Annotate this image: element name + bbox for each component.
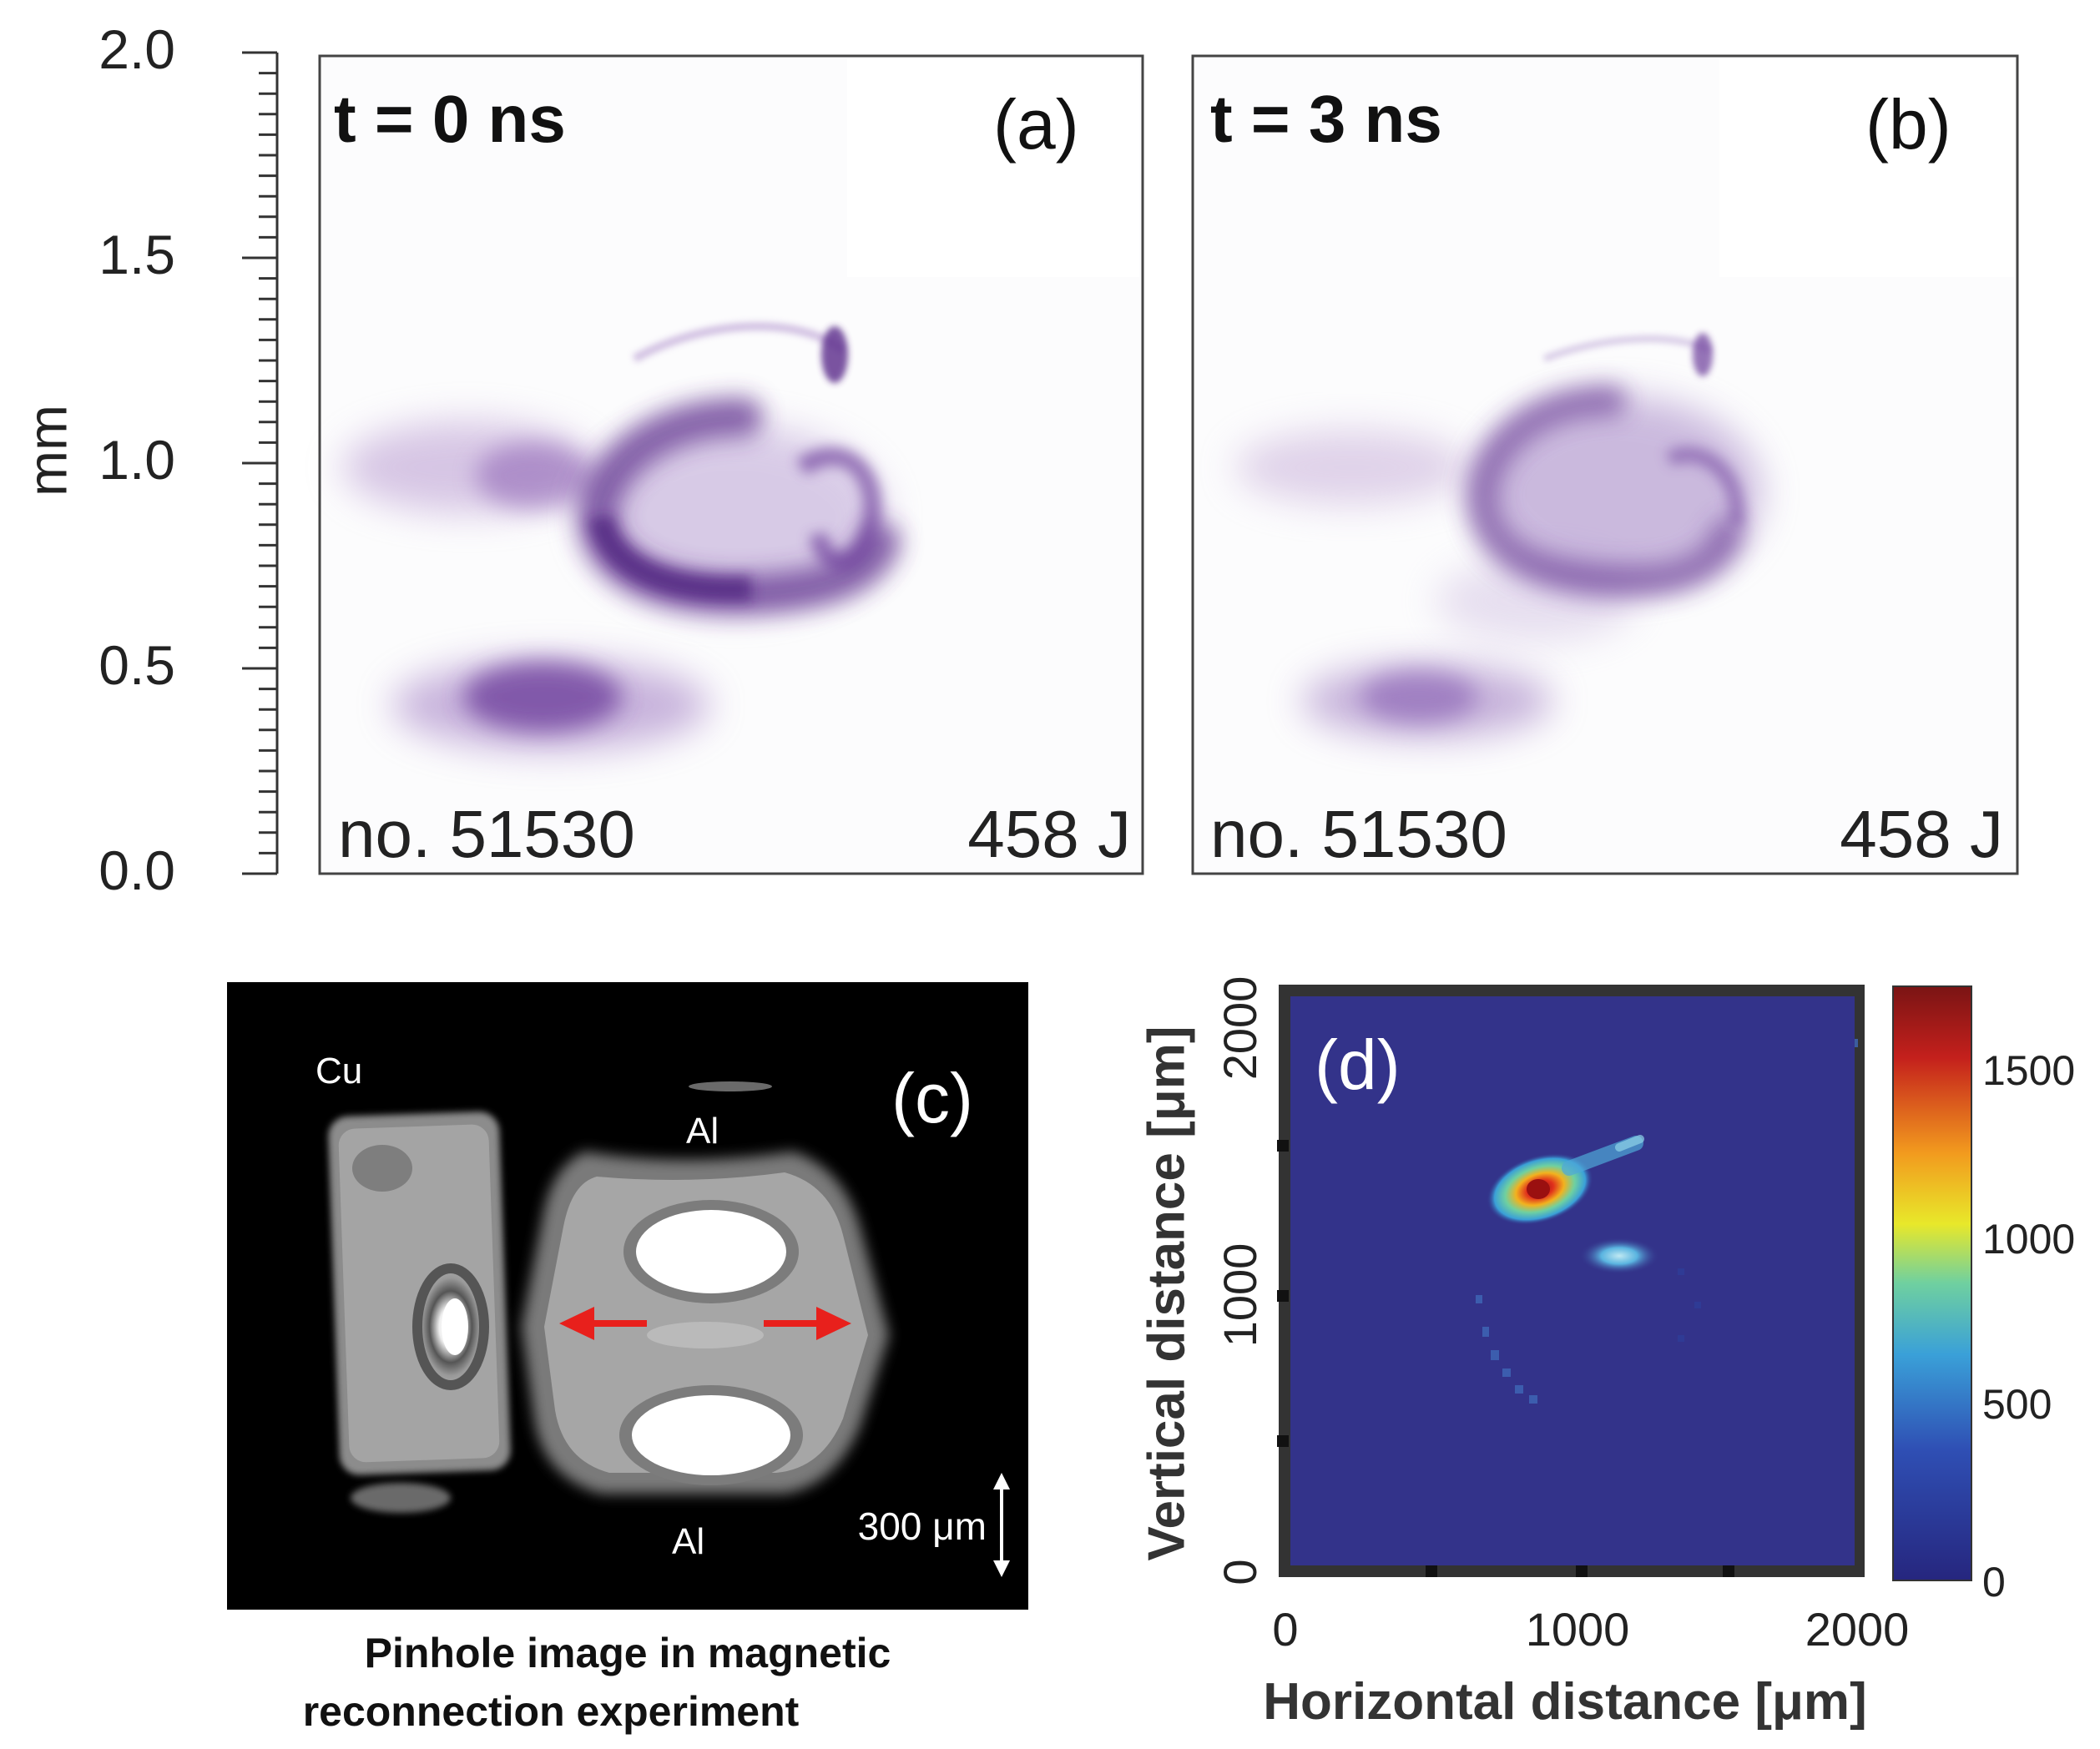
panel-b-time-label: t = 3 ns <box>1210 82 1442 156</box>
scale-bar <box>993 1473 1010 1577</box>
panel-d-y-tick-0: 0 <box>1214 1559 1266 1585</box>
panel-c-al-bottom-label: Al <box>672 1521 704 1562</box>
top-y-tick-2-0: 2.0 <box>98 18 175 80</box>
expansion-arrows <box>559 1307 851 1340</box>
panel-d-x-tick-2000: 2000 <box>1805 1603 1910 1656</box>
panel-b-label: (b) <box>1865 85 1951 164</box>
top-y-axis: 2.0 1.5 1.0 0.5 0.0 mm <box>16 18 279 901</box>
panel-b-energy-label: 458 J <box>1840 797 2003 871</box>
colorbar-tick-1500: 1500 <box>1982 1047 2075 1094</box>
top-y-axis-label: mm <box>16 405 78 496</box>
panel-c-scale-label: 300 μm <box>858 1505 987 1548</box>
panel-d-y-tick-2000: 2000 <box>1214 976 1266 1081</box>
panel-a-plasma-image <box>342 322 901 872</box>
panel-c-label: (c) <box>891 1059 973 1137</box>
panel-d-x-tick-0: 0 <box>1272 1603 1298 1656</box>
al-target <box>522 1081 889 1494</box>
panel-c-pinhole-image <box>328 1081 1010 1577</box>
panel-b-plasma-image <box>1235 333 1761 834</box>
colorbar-tick-0: 0 <box>1982 1559 2006 1605</box>
panel-a-shot-label: no. 51530 <box>338 797 635 871</box>
cu-target <box>328 1111 511 1513</box>
panel-d-y-tick-1000: 1000 <box>1214 1243 1266 1348</box>
panel-d-heatmap <box>1290 996 1855 1565</box>
panel-c: Cu Al Al (c) 300 μm Pinhole image in mag… <box>227 982 1028 1735</box>
panel-d-heatmap-features <box>1476 1039 1858 1404</box>
top-y-tick-0-0: 0.0 <box>98 839 175 901</box>
panel-d-xlabel: Horizontal distance [μm] <box>1263 1673 1866 1731</box>
panel-d-ticks <box>1277 1140 1734 1577</box>
panel-d: (d) 1500 1000 500 0 0 1000 2000 Horizont… <box>1138 976 2075 1731</box>
panel-c-cu-label: Cu <box>316 1051 362 1091</box>
colorbar-tick-1000: 1000 <box>1982 1216 2075 1263</box>
panel-b-shot-label: no. 51530 <box>1210 797 1507 871</box>
panel-c-caption-line1: Pinhole image in magnetic <box>365 1630 891 1676</box>
panel-d-colorbar: 1500 1000 500 0 <box>1892 985 2075 1605</box>
panel-a-label: (a) <box>993 85 1079 164</box>
top-y-tick-0-5: 0.5 <box>98 634 175 696</box>
panel-b: t = 3 ns (b) no. 51530 458 J <box>1191 54 2019 875</box>
top-y-axis-ticks <box>242 51 277 875</box>
panel-d-label: (d) <box>1315 1026 1401 1104</box>
panel-d-ylabel: Vertical distance [μm] <box>1138 1026 1195 1561</box>
panel-a-energy-label: 458 J <box>967 797 1131 871</box>
panel-c-al-top-label: Al <box>686 1111 719 1152</box>
panel-a: t = 0 ns (a) no. 51530 458 J <box>318 54 1144 875</box>
panel-c-caption-line2: reconnection experiment <box>303 1688 800 1735</box>
panel-a-time-label: t = 0 ns <box>334 82 566 156</box>
panel-d-x-tick-1000: 1000 <box>1526 1603 1630 1656</box>
colorbar-tick-500: 500 <box>1982 1381 2052 1428</box>
top-y-tick-1-0: 1.0 <box>98 429 175 491</box>
top-y-tick-1-5: 1.5 <box>98 224 175 285</box>
